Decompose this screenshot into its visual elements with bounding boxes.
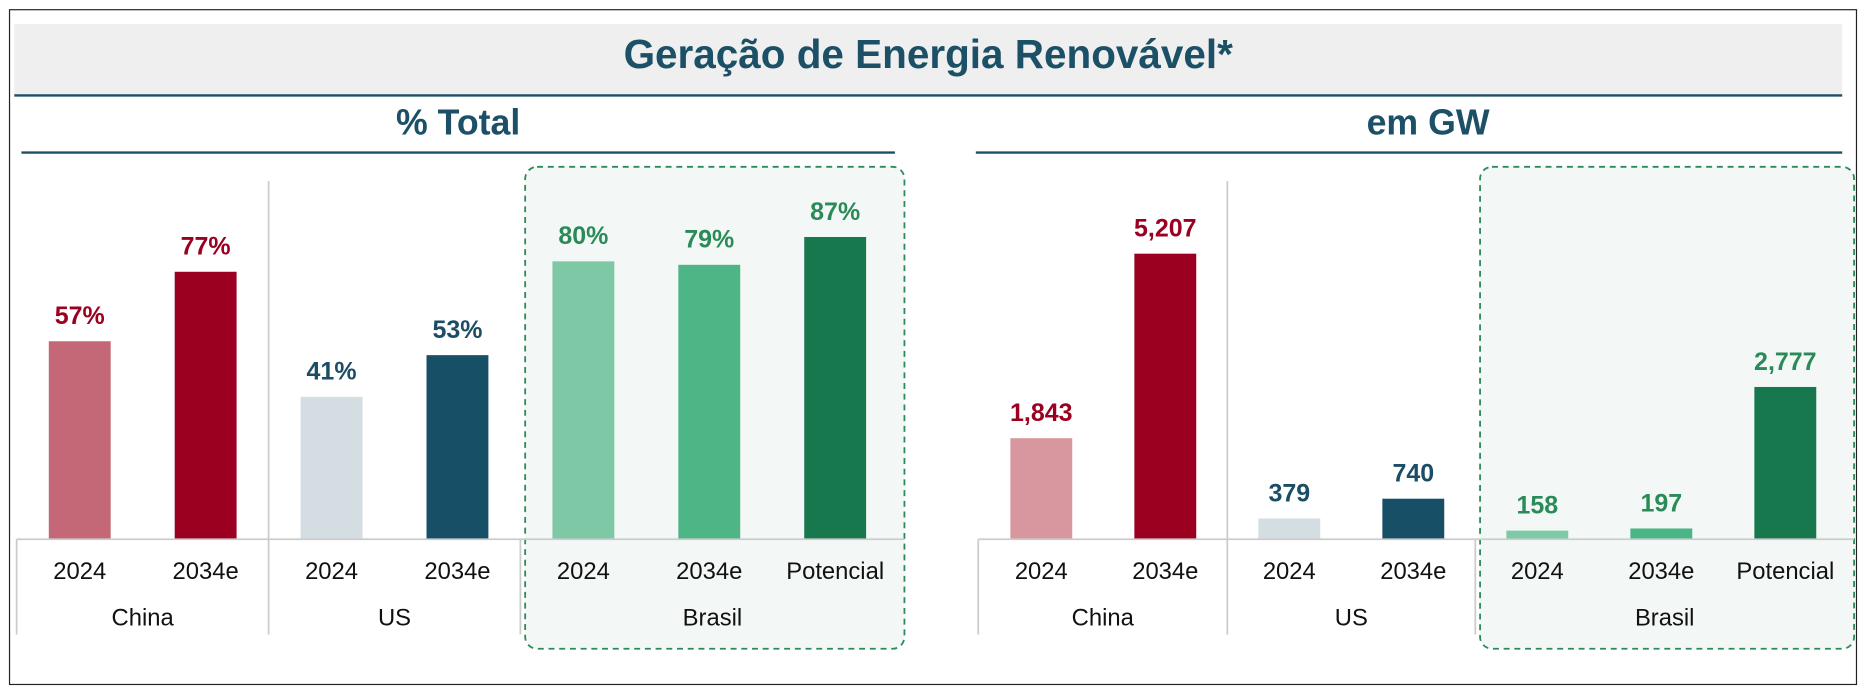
bar bbox=[300, 396, 363, 540]
bar bbox=[48, 341, 111, 540]
bar bbox=[174, 271, 237, 540]
group-label: China bbox=[1072, 604, 1135, 631]
value-label: 197 bbox=[1640, 489, 1682, 517]
value-label: 740 bbox=[1392, 459, 1434, 487]
category-label: 2034e bbox=[1380, 558, 1446, 585]
group-label: US bbox=[378, 604, 411, 631]
category-label: Potencial bbox=[1736, 558, 1834, 585]
category-label: Potencial bbox=[786, 558, 884, 585]
bar bbox=[1010, 438, 1073, 540]
category-label: 2024 bbox=[557, 558, 610, 585]
category-label: 2024 bbox=[1511, 558, 1564, 585]
bar bbox=[804, 237, 867, 540]
bar bbox=[1258, 518, 1321, 540]
category-label: 2034e bbox=[676, 558, 742, 585]
bar bbox=[552, 261, 615, 540]
bar bbox=[1134, 253, 1197, 540]
page-title: Geração de Energia Renovável* bbox=[624, 31, 1234, 77]
bar bbox=[1382, 498, 1445, 540]
title-band bbox=[14, 23, 1843, 96]
group-label: US bbox=[1335, 604, 1368, 631]
category-label: 2024 bbox=[305, 558, 358, 585]
bar bbox=[678, 264, 741, 540]
category-label: 2034e bbox=[1628, 558, 1694, 585]
value-label: 53% bbox=[432, 316, 482, 344]
value-label: 1,843 bbox=[1010, 399, 1073, 427]
value-label: 5,207 bbox=[1134, 214, 1197, 242]
value-label: 158 bbox=[1516, 491, 1558, 519]
value-label: 379 bbox=[1268, 479, 1310, 507]
category-label: 2034e bbox=[1132, 558, 1198, 585]
group-label: Brasil bbox=[1635, 604, 1695, 631]
group-label: Brasil bbox=[683, 604, 743, 631]
category-label: 2024 bbox=[1015, 558, 1068, 585]
category-label: 2024 bbox=[53, 558, 106, 585]
value-label: 87% bbox=[810, 198, 860, 226]
bar bbox=[1754, 386, 1817, 540]
bar bbox=[1506, 530, 1569, 540]
value-label: 80% bbox=[558, 222, 608, 250]
category-label: 2034e bbox=[424, 558, 490, 585]
bar bbox=[1630, 528, 1693, 540]
chart-title: em GW bbox=[1367, 103, 1490, 143]
category-label: 2024 bbox=[1263, 558, 1316, 585]
value-label: 2,777 bbox=[1754, 348, 1817, 376]
chart-title: % Total bbox=[396, 103, 520, 143]
value-label: 57% bbox=[55, 302, 105, 330]
value-label: 41% bbox=[307, 358, 357, 386]
bar bbox=[426, 355, 489, 540]
value-label: 79% bbox=[684, 226, 734, 254]
group-label: China bbox=[112, 604, 175, 631]
category-label: 2034e bbox=[173, 558, 239, 585]
value-label: 77% bbox=[181, 233, 231, 261]
